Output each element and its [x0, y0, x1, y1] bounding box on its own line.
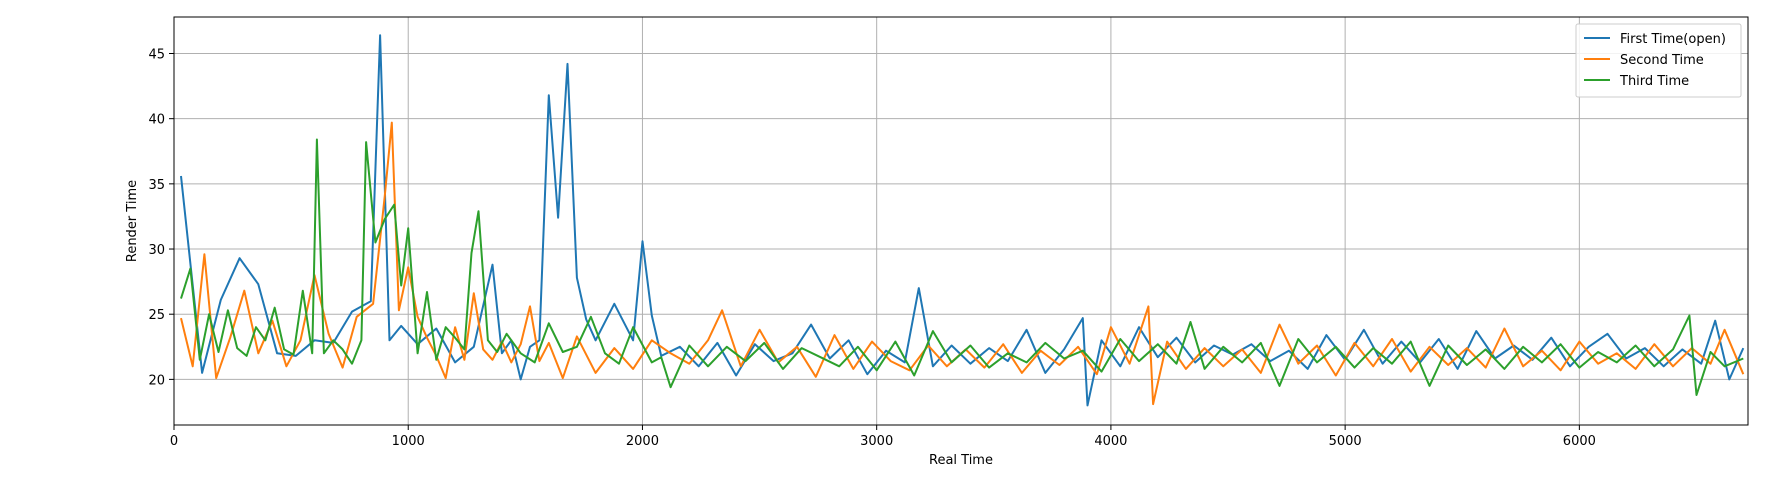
series-layer: [180, 34, 1745, 407]
x-axis-ticks: 0 1000 2000 3000 4000 5000 6000: [170, 425, 1596, 449]
series-line-1: [180, 34, 1745, 407]
y-axis-label: Render Time: [125, 180, 140, 262]
x-tick-label: 6000: [1563, 434, 1596, 449]
series-line-2: [180, 121, 1745, 406]
y-tick-label: 20: [148, 373, 165, 388]
legend-label: Third Time: [1619, 74, 1689, 89]
y-tick-label: 45: [148, 47, 165, 62]
x-tick-label: 2000: [626, 434, 659, 449]
legend-label: First Time(open): [1620, 32, 1726, 47]
legend-box: [1575, 23, 1742, 98]
y-tick-label: 25: [148, 308, 165, 323]
legend-label: Second Time: [1620, 53, 1704, 68]
y-axis-ticks: 20 25 30 35 40 45: [148, 47, 174, 388]
y-tick-label: 30: [148, 243, 165, 258]
plot-frame: [173, 16, 1749, 426]
x-tick-label: 3000: [860, 434, 893, 449]
legend-items: First Time(open) Second Time Third Time: [1584, 32, 1726, 89]
x-axis-label: Real Time: [929, 453, 993, 468]
series-line-3: [180, 138, 1744, 396]
grid: [173, 17, 1748, 425]
legend: First Time(open) Second Time Third Time: [1575, 23, 1742, 98]
x-tick-label: 5000: [1329, 434, 1362, 449]
y-tick-label: 40: [148, 113, 165, 128]
y-tick-label: 35: [148, 178, 165, 193]
x-tick-label: 0: [170, 434, 178, 449]
x-tick-label: 4000: [1094, 434, 1127, 449]
x-tick-label: 1000: [392, 434, 425, 449]
